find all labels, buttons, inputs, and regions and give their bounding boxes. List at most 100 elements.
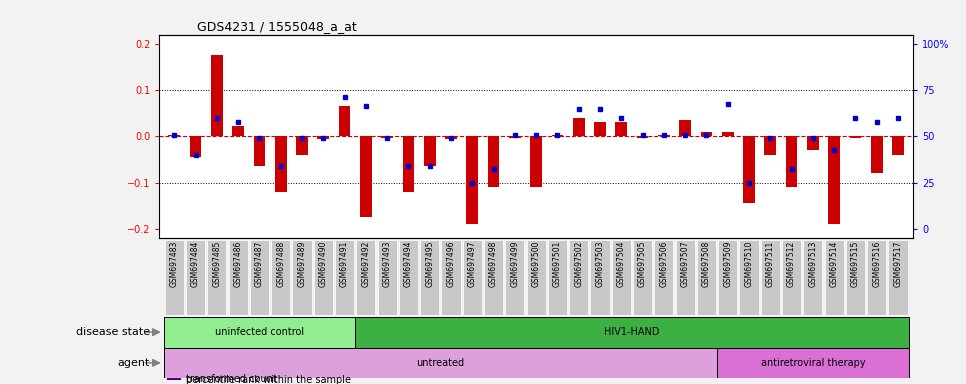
Bar [318,136,329,139]
Text: GSM697493: GSM697493 [383,240,391,287]
Text: GSM697512: GSM697512 [787,240,796,287]
Text: GSM697490: GSM697490 [319,240,327,287]
FancyBboxPatch shape [484,240,503,315]
FancyBboxPatch shape [846,240,865,315]
Text: GSM697489: GSM697489 [298,240,306,287]
Text: GSM697486: GSM697486 [234,240,242,287]
Bar [893,136,904,155]
FancyBboxPatch shape [675,240,695,315]
Bar [445,136,457,139]
Bar [167,379,181,380]
Text: uninfected control: uninfected control [214,327,304,337]
FancyBboxPatch shape [186,240,205,315]
Bar [403,136,414,192]
Text: GSM697504: GSM697504 [616,240,626,287]
Bar [764,136,776,155]
Text: GSM697516: GSM697516 [872,240,881,287]
Bar [297,136,308,155]
Bar [637,136,648,138]
Text: GSM697509: GSM697509 [724,240,732,287]
FancyBboxPatch shape [889,240,907,315]
Text: GSM697502: GSM697502 [574,240,583,287]
Bar [163,317,355,348]
FancyBboxPatch shape [825,240,843,315]
Bar [382,136,393,138]
Text: GSM697488: GSM697488 [276,240,285,287]
Bar [189,136,202,157]
FancyBboxPatch shape [505,240,525,315]
Text: GSM697505: GSM697505 [639,240,647,287]
Text: GSM697483: GSM697483 [170,240,179,287]
Bar [849,136,862,138]
FancyBboxPatch shape [718,240,737,315]
Text: GSM697517: GSM697517 [894,240,902,287]
Bar [168,135,180,136]
FancyBboxPatch shape [633,240,652,315]
Bar [785,136,797,187]
Text: GSM697500: GSM697500 [531,240,541,287]
Bar [594,122,606,136]
FancyBboxPatch shape [229,240,247,315]
Text: GSM697492: GSM697492 [361,240,370,287]
Text: transformed count: transformed count [185,374,276,384]
Text: GSM697498: GSM697498 [489,240,498,287]
Text: disease state: disease state [75,327,150,337]
FancyBboxPatch shape [548,240,567,315]
Bar [870,136,883,173]
FancyBboxPatch shape [293,240,312,315]
Text: GSM697499: GSM697499 [510,240,520,287]
Text: antiretroviral therapy: antiretroviral therapy [760,358,866,368]
Bar [743,136,754,204]
Text: GSM697510: GSM697510 [745,240,753,287]
Bar [828,136,840,224]
Text: agent: agent [117,358,150,368]
FancyBboxPatch shape [569,240,588,315]
FancyBboxPatch shape [208,240,226,315]
Bar [717,348,909,378]
FancyBboxPatch shape [781,240,801,315]
FancyBboxPatch shape [611,240,631,315]
FancyBboxPatch shape [804,240,822,315]
FancyBboxPatch shape [165,240,184,315]
Bar [163,348,717,378]
Text: GSM697508: GSM697508 [702,240,711,287]
Text: GSM697507: GSM697507 [681,240,690,287]
FancyBboxPatch shape [420,240,440,315]
Bar [254,136,266,166]
Bar [232,126,244,136]
Bar [552,135,563,136]
Text: GSM697494: GSM697494 [404,240,412,287]
Bar [211,55,223,136]
FancyBboxPatch shape [867,240,886,315]
Text: GSM697511: GSM697511 [766,240,775,287]
Bar [530,136,542,187]
Text: GDS4231 / 1555048_a_at: GDS4231 / 1555048_a_at [197,20,356,33]
Text: GSM697485: GSM697485 [213,240,221,287]
Text: GSM697487: GSM697487 [255,240,264,287]
Bar [615,122,627,136]
Text: GSM697491: GSM697491 [340,240,349,287]
FancyBboxPatch shape [399,240,418,315]
Bar [658,135,669,136]
FancyBboxPatch shape [463,240,482,315]
Bar [509,136,521,138]
Bar [467,136,478,224]
Bar [424,136,436,166]
Text: HIV1-HAND: HIV1-HAND [604,327,660,337]
Bar [339,106,351,136]
FancyBboxPatch shape [271,240,291,315]
FancyBboxPatch shape [654,240,673,315]
Text: GSM697514: GSM697514 [830,240,838,287]
FancyBboxPatch shape [356,240,376,315]
Bar [488,136,499,187]
Bar [700,132,712,136]
FancyBboxPatch shape [250,240,269,315]
Text: GSM697501: GSM697501 [553,240,562,287]
Bar [679,120,691,136]
Bar [573,118,584,136]
Text: untreated: untreated [416,358,465,368]
Text: GSM697503: GSM697503 [595,240,605,287]
Text: GSM697495: GSM697495 [425,240,434,287]
FancyBboxPatch shape [378,240,397,315]
FancyBboxPatch shape [590,240,610,315]
